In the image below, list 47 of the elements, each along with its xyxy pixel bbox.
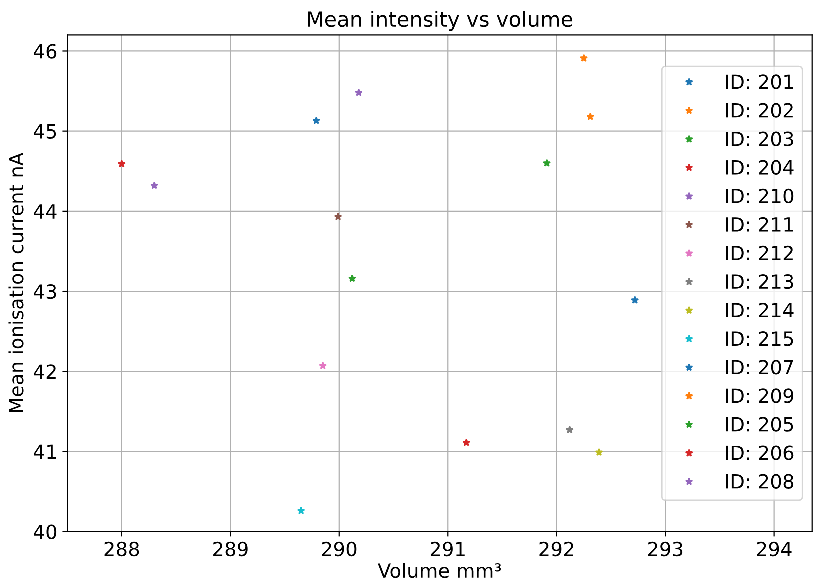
- y-tick-label: 41: [34, 444, 56, 460]
- x-tick-label: 290: [322, 542, 357, 557]
- legend-label: ID: 210: [726, 188, 794, 204]
- point: [586, 112, 595, 120]
- y-axis-title: Mean ionisation current nA: [8, 152, 24, 412]
- y-tick-label: 43: [34, 284, 56, 300]
- point: [118, 160, 126, 168]
- legend-label: ID: 215: [726, 332, 794, 346]
- point: [354, 88, 363, 96]
- legend-label: ID: 204: [726, 160, 794, 175]
- point: [580, 54, 588, 62]
- x-tick-label: 293: [648, 542, 683, 557]
- x-axis-title: Volume mm³: [378, 563, 502, 578]
- legend-label: ID: 202: [726, 103, 793, 118]
- legend-label: ID: 206: [726, 446, 794, 460]
- y-tick-label: 46: [34, 44, 57, 59]
- point: [462, 438, 471, 446]
- x-tick-label: 291: [430, 542, 465, 557]
- point: [566, 426, 574, 434]
- point: [631, 296, 640, 304]
- point: [297, 506, 306, 514]
- x-tick-label: 292: [540, 542, 574, 557]
- x-tick-label: 288: [104, 542, 140, 557]
- point: [312, 116, 321, 124]
- legend-label: ID: 211: [726, 217, 794, 232]
- legend-label: ID: 205: [726, 417, 794, 432]
- point: [543, 159, 552, 167]
- point: [319, 362, 328, 370]
- legend-label: ID: 208: [726, 474, 794, 489]
- legend-label: ID: 201: [726, 74, 794, 90]
- legend-label: ID: 214: [726, 302, 794, 318]
- point: [334, 212, 342, 221]
- legend-label: ID: 212: [726, 246, 793, 260]
- legend-label: ID: 203: [726, 132, 794, 146]
- y-tick-label: 45: [34, 124, 56, 139]
- y-tick-label: 40: [34, 524, 57, 540]
- x-tick-label: 289: [214, 542, 248, 557]
- point: [150, 182, 159, 190]
- point: [595, 448, 604, 456]
- legend-label: ID: 207: [726, 360, 794, 375]
- chart-title: Mean intensity vs volume: [308, 11, 573, 32]
- x-tick-label: 294: [757, 542, 792, 557]
- y-tick-label: 42: [34, 364, 56, 380]
- legend-label: ID: 209: [726, 388, 794, 404]
- y-tick-label: 44: [34, 204, 57, 219]
- legend-label: ID: 213: [726, 274, 794, 290]
- point: [348, 274, 356, 282]
